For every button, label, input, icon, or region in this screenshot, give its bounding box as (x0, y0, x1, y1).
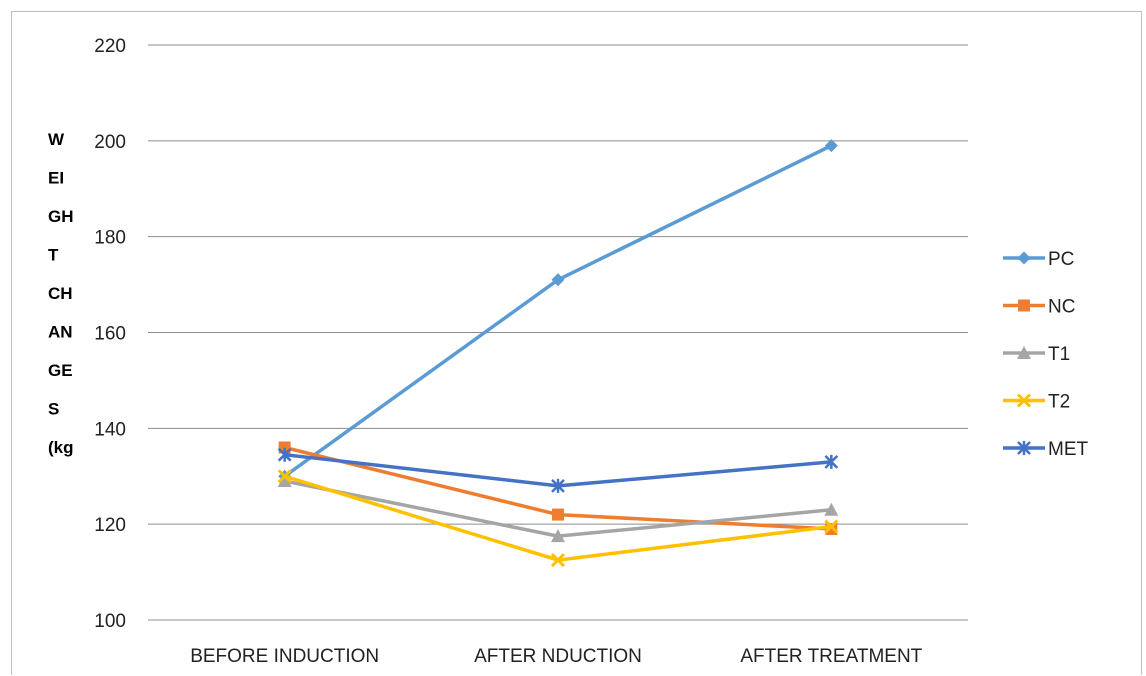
y-axis-label: W EI GH T CH AN GE S (kg (48, 130, 74, 457)
x-tick-label: AFTER NDUCTION (474, 646, 642, 667)
legend-label-t2: T2 (1048, 392, 1070, 413)
legend-label-nc: NC (1048, 297, 1075, 318)
y-axis-label-line: GH (48, 207, 74, 226)
legend-label-pc: PC (1048, 249, 1074, 270)
legend-marker-t2 (1016, 393, 1032, 408)
data-point-nc (552, 508, 564, 521)
x-tick-label: BEFORE INDUCTION (190, 646, 379, 667)
gridlines (148, 44, 968, 621)
legend-label-met: MET (1048, 439, 1089, 460)
y-tick-label: 200 (94, 132, 126, 153)
x-tick-label: AFTER TREATMENT (740, 646, 922, 667)
y-axis-tick-labels: 100 120 140 160 180 200 220 (94, 36, 126, 632)
legend: PC NC T1 T2 MET (1003, 249, 1089, 460)
y-axis-label-line: EI (48, 169, 64, 188)
data-point-pc (824, 139, 838, 153)
legend-marker-nc (1018, 299, 1030, 312)
y-tick-label: 140 (94, 419, 126, 440)
data-point-t2 (824, 519, 839, 534)
x-axis-tick-labels: BEFORE INDUCTION AFTER NDUCTION AFTER TREA… (190, 646, 922, 667)
data-point-pc (551, 273, 565, 287)
chart-frame (11, 11, 1142, 675)
y-axis-label-line: GE (48, 361, 73, 380)
y-tick-label: 160 (94, 324, 126, 345)
y-tick-label: 180 (94, 228, 126, 249)
legend-marker-met (1017, 441, 1031, 455)
series-group (277, 139, 839, 568)
y-axis-label-line: (kg (48, 438, 74, 457)
data-point-t1 (551, 529, 565, 543)
y-tick-label: 220 (94, 36, 126, 57)
data-point-met (824, 454, 839, 469)
y-tick-label: 100 (94, 611, 126, 632)
data-point-met (277, 447, 292, 462)
y-tick-label: 120 (94, 515, 126, 536)
data-point-t2 (550, 553, 566, 568)
data-point-t1 (277, 474, 292, 488)
legend-label-t1: T1 (1048, 344, 1070, 365)
y-axis-label-line: S (48, 400, 59, 419)
y-axis-label-line: W (48, 130, 65, 149)
legend-marker-pc (1017, 251, 1031, 265)
y-axis-label-line: AN (48, 323, 73, 342)
series-line-pc (283, 144, 833, 478)
legend-marker-t1 (1017, 346, 1031, 359)
y-axis-label-line: CH (48, 284, 73, 303)
data-point-t1 (824, 502, 839, 516)
data-point-met (551, 478, 565, 493)
data-point-t2 (277, 469, 292, 484)
y-axis-label-line: T (48, 246, 59, 265)
